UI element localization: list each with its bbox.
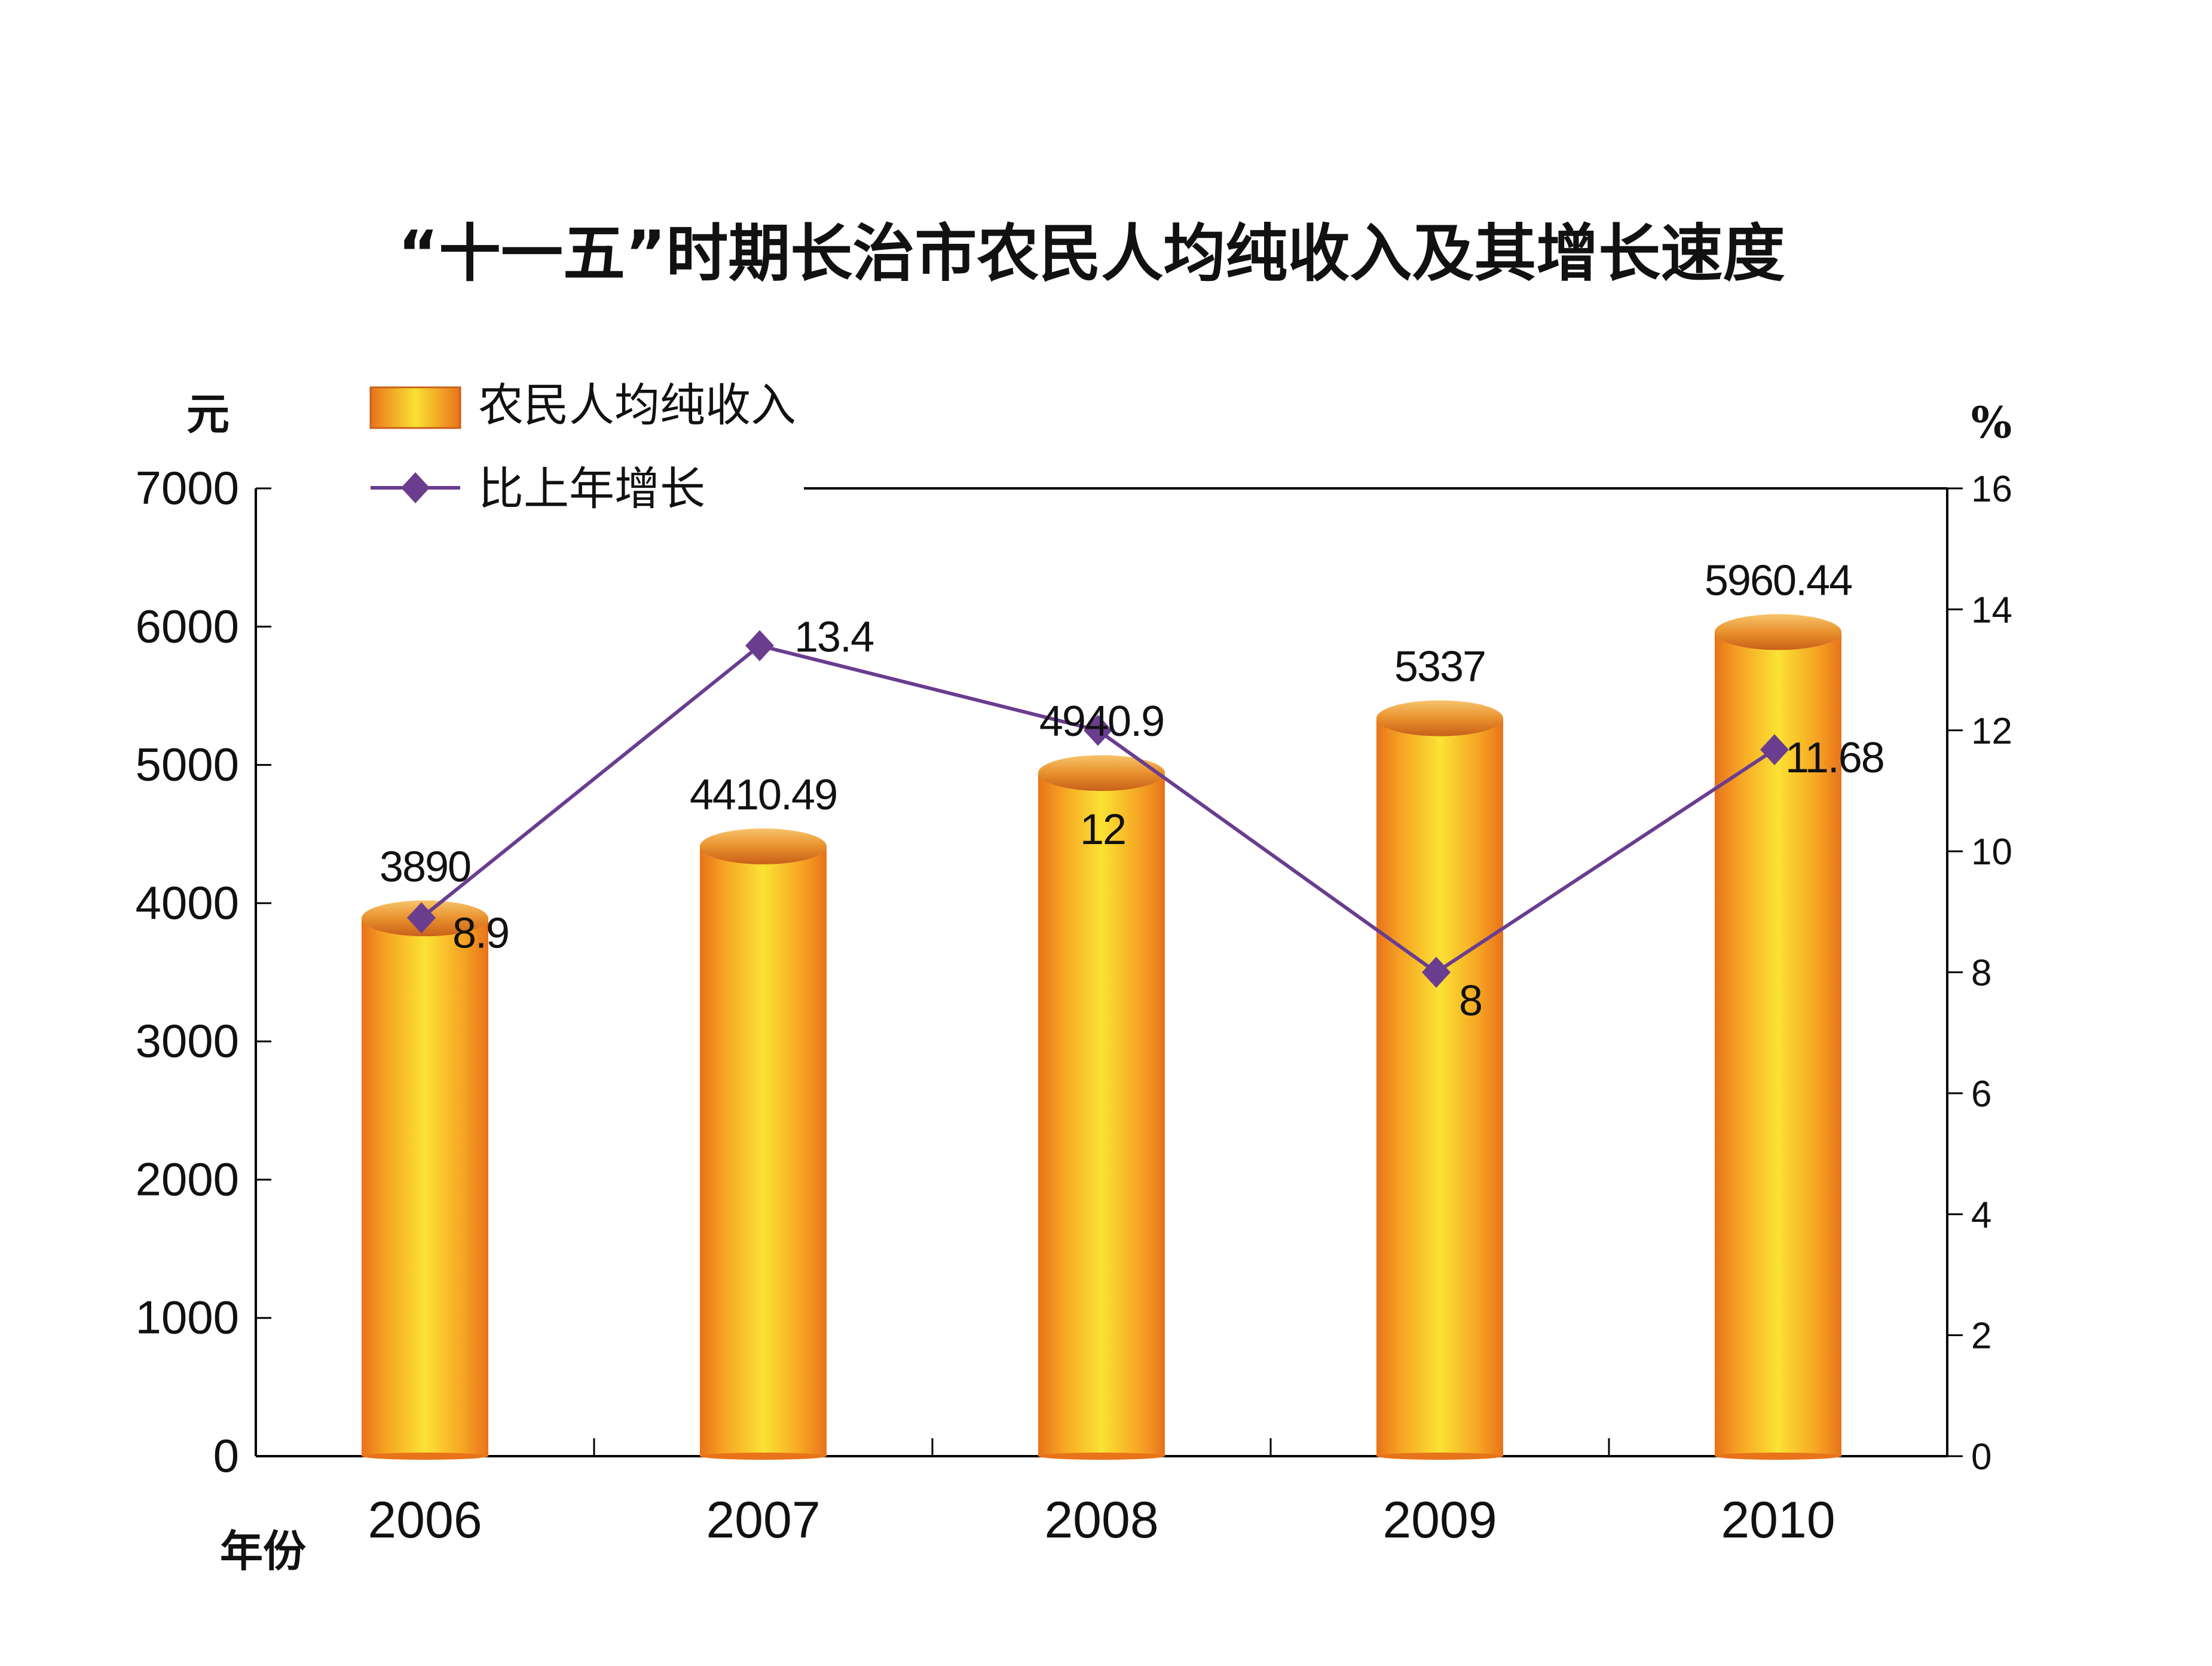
growth-marker xyxy=(1760,734,1789,766)
x-tick-label: 2006 xyxy=(368,1491,482,1549)
bar-base xyxy=(362,1453,488,1460)
x-tick-label: 2010 xyxy=(1721,1491,1835,1549)
bar-cap xyxy=(1038,755,1165,791)
growth-value-label: 12 xyxy=(1080,806,1125,854)
bar-body xyxy=(1376,718,1503,1456)
bar-series xyxy=(362,614,1841,1460)
bar-body xyxy=(1038,773,1165,1456)
growth-marker xyxy=(1422,956,1451,988)
legend-label-growth: 比上年增长 xyxy=(478,462,705,515)
left-axis-unit: 元 xyxy=(186,389,230,439)
right-tick-label: 8 xyxy=(1971,953,1991,994)
x-tick-label: 2007 xyxy=(706,1491,820,1549)
bar-2008 xyxy=(1038,755,1165,1460)
bar-body xyxy=(362,918,488,1456)
bar-base xyxy=(1038,1453,1165,1460)
right-tick-label: 0 xyxy=(1971,1436,1991,1478)
growth-marker xyxy=(407,902,436,934)
left-tick-label: 7000 xyxy=(135,461,239,514)
left-tick-label: 0 xyxy=(213,1429,239,1482)
right-tick-label: 4 xyxy=(1971,1194,1991,1236)
bar-value-label: 3890 xyxy=(380,843,470,891)
legend-swatch-income xyxy=(369,386,461,429)
right-tick-label: 2 xyxy=(1971,1316,1991,1357)
bar-value-label: 5960.44 xyxy=(1705,557,1852,604)
bar-cap xyxy=(1376,700,1503,736)
bar-2007 xyxy=(700,828,827,1460)
bar-cap xyxy=(1715,614,1841,650)
growth-value-label: 13.4 xyxy=(794,613,873,661)
right-tick-label: 16 xyxy=(1971,469,2012,510)
data-labels: 3890 4410.49 4940.9 5337 5960.44 8.9 13.4 12 8 11… xyxy=(380,557,1885,1025)
axes: 0 1000 2000 3000 4000 5000 6000 7000 0 2 4 6 8 10 12 14… xyxy=(135,461,2012,1549)
line-series xyxy=(407,630,1789,988)
right-tick-label: 10 xyxy=(1971,832,2012,873)
growth-value-label: 8.9 xyxy=(452,909,509,957)
chart-title: “十一五”时期长治市农民人均纯收入及其增长速度 xyxy=(398,217,1785,290)
bar-base xyxy=(1376,1453,1503,1460)
bar-value-label: 4940.9 xyxy=(1039,698,1164,745)
left-tick-label: 2000 xyxy=(135,1153,239,1205)
x-tick-label: 2009 xyxy=(1382,1491,1497,1549)
growth-value-label: 8 xyxy=(1459,977,1482,1025)
bar-value-label: 5337 xyxy=(1394,643,1485,691)
bar-cap xyxy=(700,828,827,864)
right-tick-label: 12 xyxy=(1971,711,2012,752)
legend: 农民人均纯收入 比上年增长 xyxy=(369,378,796,515)
bar-2009 xyxy=(1376,700,1503,1460)
legend-label-income: 农民人均纯收入 xyxy=(478,378,796,432)
bar-2006 xyxy=(362,900,488,1460)
bar-value-label: 4410.49 xyxy=(690,771,837,819)
bar-base xyxy=(700,1453,827,1460)
x-tick-label: 2008 xyxy=(1044,1491,1158,1549)
right-tick-label: 6 xyxy=(1971,1074,1991,1115)
x-axis-label: 年份 xyxy=(220,1526,306,1576)
left-tick-label: 5000 xyxy=(135,738,239,791)
bar-2010 xyxy=(1715,614,1841,1460)
left-tick-label: 6000 xyxy=(135,600,239,652)
bar-base xyxy=(1715,1453,1841,1460)
left-tick-label: 1000 xyxy=(135,1291,239,1344)
bar-body xyxy=(1715,632,1841,1456)
left-tick-label: 3000 xyxy=(135,1014,239,1067)
right-tick-label: 14 xyxy=(1971,589,2012,631)
growth-marker xyxy=(1084,714,1112,746)
legend-marker-growth xyxy=(401,472,430,503)
bar-body xyxy=(700,846,827,1456)
growth-marker xyxy=(745,630,774,662)
right-axis-unit: % xyxy=(1971,397,2012,448)
growth-value-label: 11.68 xyxy=(1785,734,1884,782)
left-tick-label: 4000 xyxy=(135,876,239,929)
